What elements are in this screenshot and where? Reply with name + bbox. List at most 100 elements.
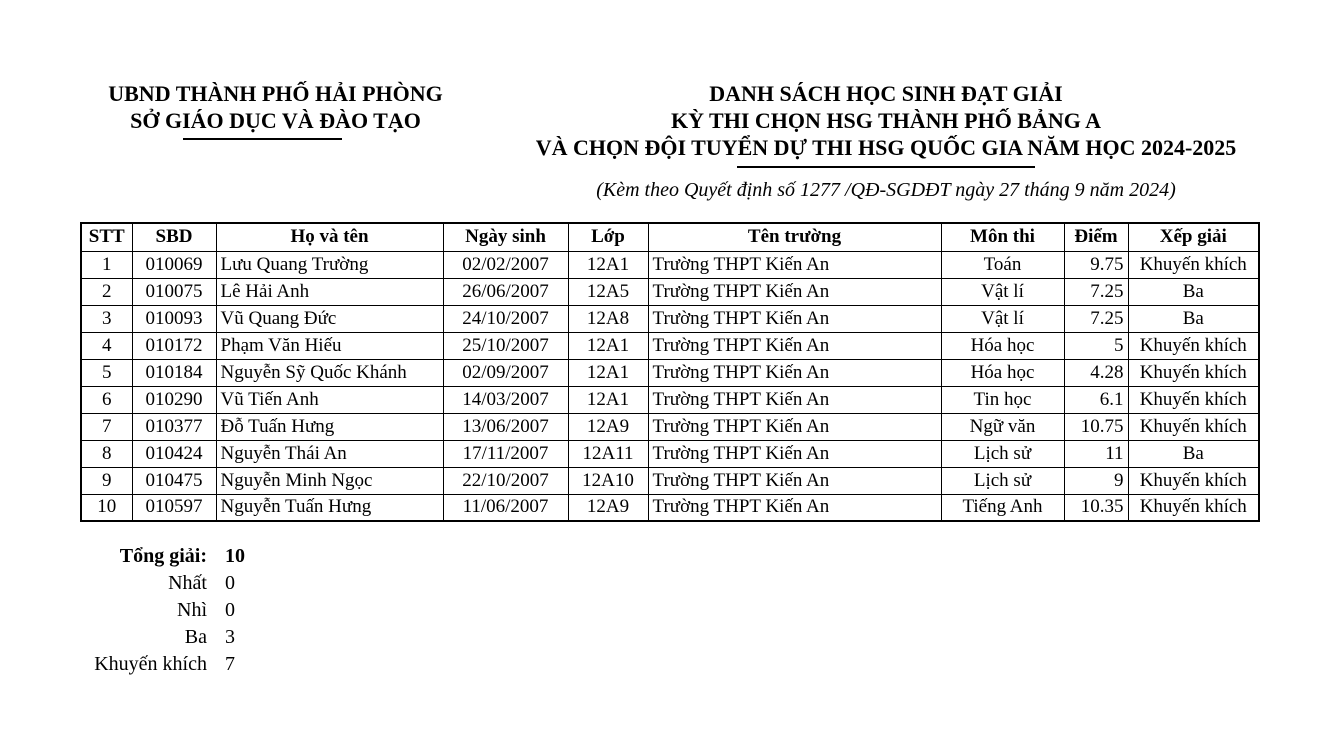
table-cell: Ba bbox=[1127, 277, 1260, 306]
table-cell: Vật lí bbox=[940, 304, 1065, 333]
table-cell: Ngữ văn bbox=[940, 412, 1065, 441]
table-cell: 22/10/2007 bbox=[442, 466, 569, 495]
table-cell: Lịch sử bbox=[940, 466, 1065, 495]
table-cell: Nguyễn Minh Ngọc bbox=[215, 466, 444, 495]
table-cell: 14/03/2007 bbox=[442, 385, 569, 414]
summary-item-value: 0 bbox=[225, 599, 235, 621]
document-title-line-2: KỲ THI CHỌN HSG THÀNH PHỐ BẢNG A bbox=[670, 108, 1102, 133]
authority-department-name: SỞ GIÁO DỤC VÀ ĐÀO TẠO bbox=[130, 108, 421, 133]
table-row: 5 010184 Nguyễn Sỹ Quốc Khánh 02/09/2007 12A… bbox=[80, 358, 1260, 387]
table-cell: 010475 bbox=[131, 466, 217, 495]
issuing-authority-block: UBND THÀNH PHỐ HẢI PHÒNG SỞ GIÁO DỤC VÀ … bbox=[108, 80, 443, 140]
table-cell: 12A1 bbox=[567, 358, 649, 387]
table-row: 8 010424 Nguyễn Thái An 17/11/2007 12A11 Trườ… bbox=[80, 439, 1260, 468]
table-cell: 010172 bbox=[131, 331, 217, 360]
table-cell: Phạm Văn Hiếu bbox=[215, 331, 444, 360]
table-cell: Trường THPT Kiến An bbox=[647, 466, 942, 495]
column-header: Điểm bbox=[1063, 222, 1129, 252]
table-cell: Lưu Quang Trường bbox=[215, 250, 444, 279]
table-cell: 12A1 bbox=[567, 331, 649, 360]
title-underline-rule bbox=[737, 166, 1035, 168]
table-cell: 8 bbox=[80, 439, 133, 468]
table-cell: 2 bbox=[80, 277, 133, 306]
table-cell: Hóa học bbox=[940, 358, 1065, 387]
table-cell: 10.35 bbox=[1063, 493, 1129, 522]
table-cell: Khuyến khích bbox=[1127, 250, 1260, 279]
summary-item-value: 7 bbox=[225, 653, 235, 675]
table-cell: 7 bbox=[80, 412, 133, 441]
table-cell: Trường THPT Kiến An bbox=[647, 385, 942, 414]
table-cell: Lịch sử bbox=[940, 439, 1065, 468]
table-cell: 12A9 bbox=[567, 493, 649, 522]
table-row: 3 010093 Vũ Quang Đức 24/10/2007 12A8 Trường … bbox=[80, 304, 1260, 333]
table-cell: 010377 bbox=[131, 412, 217, 441]
table-row: 7 010377 Đỗ Tuấn Hưng 13/06/2007 12A9 Trường … bbox=[80, 412, 1260, 441]
summary-total-value: 10 bbox=[225, 545, 245, 567]
table-cell: Trường THPT Kiến An bbox=[647, 331, 942, 360]
table-cell: 7.25 bbox=[1063, 304, 1129, 333]
table-cell: 010290 bbox=[131, 385, 217, 414]
summary-item-label: Nhì bbox=[177, 599, 207, 621]
table-row: 9 010475 Nguyễn Minh Ngọc 22/10/2007 12A10 Tr… bbox=[80, 466, 1260, 495]
table-body: 1 010069 Lưu Quang Trường 02/02/2007 12A1 Trư… bbox=[80, 250, 1260, 522]
table-cell: Trường THPT Kiến An bbox=[647, 412, 942, 441]
document-title-block: DANH SÁCH HỌC SINH ĐẠT GIẢI KỲ THI CHỌN … bbox=[536, 80, 1237, 202]
column-header: Họ và tên bbox=[215, 222, 444, 252]
column-header: Lớp bbox=[567, 222, 649, 252]
table-cell: 26/06/2007 bbox=[442, 277, 569, 306]
table-cell: Toán bbox=[940, 250, 1065, 279]
table-cell: 010184 bbox=[131, 358, 217, 387]
summary-item-row: Nhất 0 bbox=[85, 570, 245, 597]
table-cell: 25/10/2007 bbox=[442, 331, 569, 360]
table-cell: Trường THPT Kiến An bbox=[647, 358, 942, 387]
summary-item-label: Khuyến khích bbox=[94, 653, 207, 675]
table-cell: 11 bbox=[1063, 439, 1129, 468]
table-cell: 9 bbox=[1063, 466, 1129, 495]
table-cell: Trường THPT Kiến An bbox=[647, 304, 942, 333]
table-cell: Ba bbox=[1127, 439, 1260, 468]
table-cell: Tiếng Anh bbox=[940, 493, 1065, 522]
table-cell: 5 bbox=[80, 358, 133, 387]
table-cell: Khuyến khích bbox=[1127, 466, 1260, 495]
column-header: SBD bbox=[131, 222, 217, 252]
summary-item-row: Khuyến khích 7 bbox=[85, 651, 245, 678]
table-cell: 12A11 bbox=[567, 439, 649, 468]
summary-item-label: Ba bbox=[184, 626, 207, 648]
table-row: 4 010172 Phạm Văn Hiếu 25/10/2007 12A1 Trường… bbox=[80, 331, 1260, 360]
prize-summary-block: Tổng giải: 10 Nhất 0 Nhì 0 Ba 3 Khuyến khích 7 bbox=[85, 543, 245, 678]
summary-total-label: Tổng giải: bbox=[119, 545, 207, 567]
table-cell: Khuyến khích bbox=[1127, 385, 1260, 414]
table-cell: 6 bbox=[80, 385, 133, 414]
table-row: 10 010597 Nguyễn Tuấn Hưng 11/06/2007 12A9 Tr… bbox=[80, 493, 1260, 522]
authority-underline-rule bbox=[183, 138, 342, 140]
decree-reference-note: (Kèm theo Quyết định số 1277 /QĐ-SGDĐT n… bbox=[596, 179, 1176, 201]
summary-item-row: Nhì 0 bbox=[85, 597, 245, 624]
table-cell: 4 bbox=[80, 331, 133, 360]
table-cell: Khuyến khích bbox=[1127, 358, 1260, 387]
table-cell: 9 bbox=[80, 466, 133, 495]
table-cell: 10 bbox=[80, 493, 133, 522]
table-cell: 010597 bbox=[131, 493, 217, 522]
column-header: Tên trường bbox=[647, 222, 942, 252]
table-cell: Nguyễn Sỹ Quốc Khánh bbox=[215, 358, 444, 387]
summary-item-value: 0 bbox=[225, 572, 235, 594]
summary-item-value: 3 bbox=[225, 626, 235, 648]
table-cell: Khuyến khích bbox=[1127, 412, 1260, 441]
table-cell: Trường THPT Kiến An bbox=[647, 250, 942, 279]
column-header: Môn thi bbox=[940, 222, 1065, 252]
table-cell: Khuyến khích bbox=[1127, 331, 1260, 360]
table-cell: Khuyến khích bbox=[1127, 493, 1260, 522]
table-cell: Vũ Tiến Anh bbox=[215, 385, 444, 414]
table-cell: 11/06/2007 bbox=[442, 493, 569, 522]
table-cell: 5 bbox=[1063, 331, 1129, 360]
table-cell: 9.75 bbox=[1063, 250, 1129, 279]
document-title-line-3: VÀ CHỌN ĐỘI TUYỂN DỰ THI HSG QUỐC GIA NĂ… bbox=[535, 135, 1237, 160]
table-cell: 02/09/2007 bbox=[442, 358, 569, 387]
table-cell: Lê Hải Anh bbox=[215, 277, 444, 306]
table-cell: 7.25 bbox=[1063, 277, 1129, 306]
table-cell: Tin học bbox=[940, 385, 1065, 414]
table-cell: 10.75 bbox=[1063, 412, 1129, 441]
table-cell: 12A1 bbox=[567, 250, 649, 279]
table-cell: Hóa học bbox=[940, 331, 1065, 360]
summary-items: Nhất 0 Nhì 0 Ba 3 Khuyến khích 7 bbox=[85, 570, 245, 678]
